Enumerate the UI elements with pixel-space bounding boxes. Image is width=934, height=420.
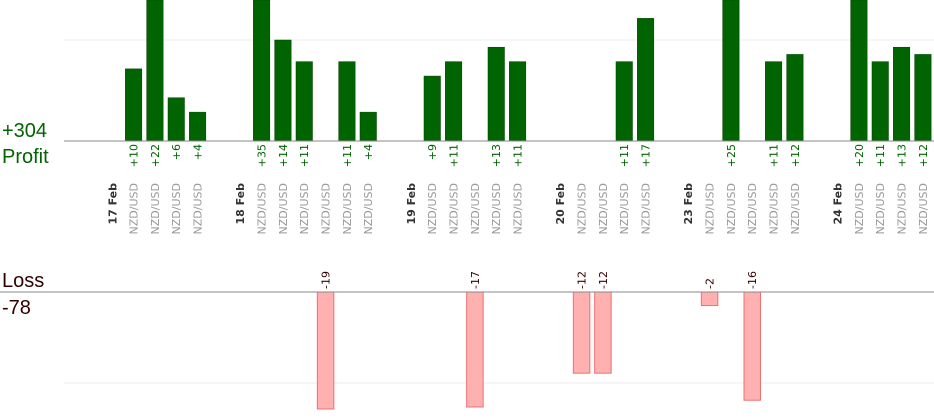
loss-value-label: -16: [746, 271, 759, 289]
profit-bar: [722, 0, 740, 142]
profit-bar: [893, 46, 911, 142]
profit-bar: [359, 111, 377, 142]
profit-value-label: +22: [149, 144, 162, 167]
profit-bar: [125, 68, 143, 142]
profit-value-label: +17: [640, 144, 653, 167]
loss-bar: [466, 291, 484, 408]
bars: [125, 0, 932, 410]
pair-label: NZD/USD: [128, 183, 141, 234]
pair-label: NZD/USD: [853, 183, 866, 234]
loss-bar: [316, 291, 335, 410]
loss-bar: [743, 291, 761, 401]
pair-label: NZD/USD: [576, 183, 589, 234]
profit-bar: [338, 61, 356, 142]
loss-value-label: -19: [320, 271, 333, 289]
pair-label: NZD/USD: [192, 183, 205, 234]
profit-value-label: +11: [512, 144, 525, 167]
date-label: 24 Feb: [832, 183, 845, 225]
labels: 17 Feb NZD/USD +10 NZD/USD +22 NZD/USD +6 NZD/U…: [106, 144, 930, 289]
profit-bar: [274, 39, 292, 142]
pair-label: NZD/USD: [704, 183, 717, 234]
loss-value-label: -12: [597, 271, 610, 289]
pair-label: NZD/USD: [874, 183, 887, 234]
profit-value-label: +11: [618, 144, 631, 167]
pair-label: NZD/USD: [490, 183, 503, 234]
pair-label: NZD/USD: [341, 183, 354, 234]
profit-bar: [765, 61, 783, 142]
pair-label: NZD/USD: [298, 183, 311, 234]
profit-bar: [445, 61, 463, 142]
pair-label: NZD/USD: [320, 183, 333, 234]
loss-bar: [594, 291, 612, 374]
profit-value-label: +11: [768, 144, 781, 167]
profit-value-label: +13: [490, 144, 503, 167]
profit-bar: [871, 61, 889, 142]
pair-label: NZD/USD: [170, 183, 183, 234]
profit-label: Profit: [2, 146, 49, 168]
profit-bar: [786, 54, 804, 142]
loss-value-label: -12: [576, 271, 589, 289]
profit-bar: [146, 0, 164, 142]
profit-bar: [295, 61, 313, 142]
profit-value-label: +13: [896, 144, 909, 167]
pair-label: NZD/USD: [469, 183, 482, 234]
profit-value-label: +35: [256, 144, 269, 167]
profit-value-label: +11: [874, 144, 887, 167]
profit-bar: [487, 46, 505, 142]
date-label: 20 Feb: [554, 183, 567, 225]
profit-bar: [167, 97, 185, 142]
profit-bar: [850, 0, 868, 142]
pair-label: NZD/USD: [618, 183, 631, 234]
profit-value-label: +20: [853, 144, 866, 167]
pair-label: NZD/USD: [256, 183, 269, 234]
date-label: 17 Feb: [106, 183, 119, 225]
pair-label: NZD/USD: [426, 183, 439, 234]
pair-label: NZD/USD: [725, 183, 738, 234]
loss-total: -78: [2, 297, 31, 319]
pair-label: NZD/USD: [746, 183, 759, 234]
profit-value-label: +25: [725, 144, 738, 167]
profit-bar: [914, 54, 932, 142]
profit-bar: [509, 61, 527, 142]
loss-bar: [700, 291, 719, 307]
pair-label: NZD/USD: [362, 183, 375, 234]
profit-value-label: +4: [362, 144, 375, 160]
pair-label: NZD/USD: [768, 183, 781, 234]
profit-value-label: +11: [298, 144, 311, 167]
axes: [0, 140, 934, 293]
pair-label: NZD/USD: [789, 183, 802, 234]
profit-value-label: +9: [426, 144, 439, 160]
profit-bar: [423, 75, 441, 142]
date-label: 19 Feb: [405, 183, 418, 225]
profit-bar: [637, 18, 655, 142]
profit-value-label: +12: [917, 144, 930, 167]
loss-value-label: -2: [704, 278, 717, 289]
profit-value-label: +10: [128, 144, 141, 167]
pair-label: NZD/USD: [448, 183, 461, 234]
pair-label: NZD/USD: [149, 183, 162, 234]
profit-bar: [253, 0, 271, 142]
pair-label: NZD/USD: [597, 183, 610, 234]
date-label: 23 Feb: [682, 183, 695, 225]
profit-value-label: +14: [277, 144, 290, 167]
pair-label: NZD/USD: [917, 183, 930, 234]
date-label: 18 Feb: [234, 183, 247, 225]
profit-value-label: +11: [448, 144, 461, 167]
profit-bar: [189, 111, 207, 142]
pair-label: NZD/USD: [277, 183, 290, 234]
profit-value-label: +6: [170, 144, 183, 160]
profit-value-label: +12: [789, 144, 802, 167]
loss-bar: [572, 291, 591, 374]
profit-value-label: +4: [192, 144, 205, 160]
grid-lines: [64, 39, 934, 384]
loss-label: Loss: [2, 270, 44, 292]
profit-total: +304: [2, 120, 47, 142]
profit-bar: [615, 61, 633, 142]
profit-value-label: +11: [341, 144, 354, 167]
pair-label: NZD/USD: [640, 183, 653, 234]
pair-label: NZD/USD: [896, 183, 909, 234]
pair-label: NZD/USD: [512, 183, 525, 234]
loss-value-label: -17: [469, 271, 482, 289]
